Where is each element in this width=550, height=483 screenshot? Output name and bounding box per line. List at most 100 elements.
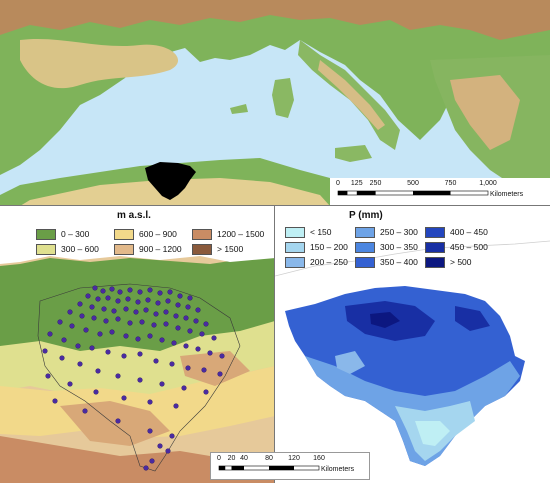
elevation-swatch-2 <box>114 228 134 240</box>
overview-scale-tick-3: 500 <box>407 180 419 187</box>
station-point <box>105 295 111 301</box>
detail-scale-unit: Kilometers <box>321 466 355 473</box>
station-point <box>109 329 115 335</box>
station-point <box>185 365 191 371</box>
detail-scale-labels: 0 20 40 80 120 160 <box>217 455 325 464</box>
station-point <box>105 349 111 355</box>
station-point <box>139 319 145 325</box>
precipitation-panel: P (mm) < 150 150 – 200 200 – 250 250 – 3… <box>275 206 550 483</box>
station-point <box>52 398 58 404</box>
precipitation-legend-label-6: 400 – 450 <box>450 227 488 237</box>
station-point <box>187 328 193 334</box>
precipitation-swatch-3 <box>355 226 375 238</box>
elevation-swatch-1 <box>36 243 56 255</box>
station-point <box>67 309 73 315</box>
precipitation-legend-item-1: 150 – 200 <box>285 241 348 253</box>
station-point <box>149 458 155 464</box>
station-point <box>157 290 163 296</box>
balearic <box>230 104 248 114</box>
overview-scale-tick-5: 1,000 <box>479 180 497 187</box>
station-point <box>169 361 175 367</box>
elevation-legend-item-2: 600 – 900 <box>114 228 184 240</box>
basin-zone-driest <box>415 421 450 446</box>
station-point <box>185 304 191 310</box>
station-point <box>67 381 73 387</box>
station-point <box>157 443 163 449</box>
sardinia-corsica <box>272 78 294 118</box>
precipitation-legend-item-5: 350 – 400 <box>355 256 418 268</box>
station-point <box>123 333 129 339</box>
elevation-legend-label-4: 1200 – 1500 <box>217 229 265 239</box>
detail-scale-tick-4: 120 <box>288 455 300 462</box>
apennines <box>318 60 385 130</box>
station-points <box>42 285 225 471</box>
station-point <box>82 408 88 414</box>
station-point <box>123 306 129 312</box>
station-point <box>103 318 109 324</box>
overview-map-svg <box>0 0 550 205</box>
station-point <box>147 428 153 434</box>
station-point <box>159 381 165 387</box>
elevation-swatch-3 <box>114 243 134 255</box>
precipitation-legend-label-3: 250 – 300 <box>380 227 418 237</box>
station-point <box>91 315 97 321</box>
overview-scale-tick-0: 0 <box>336 180 340 187</box>
station-point <box>93 389 99 395</box>
station-point <box>153 311 159 317</box>
station-point <box>143 307 149 313</box>
station-point <box>117 289 123 295</box>
balkan-mountains <box>450 75 520 150</box>
station-point <box>135 336 141 342</box>
precipitation-swatch-7 <box>425 241 445 253</box>
station-point <box>165 298 171 304</box>
high-relief <box>0 436 274 483</box>
detail-scalebar: 0 20 40 80 120 160 Kilometers <box>210 452 370 480</box>
iberia-highlands <box>20 38 179 89</box>
station-point <box>147 287 153 293</box>
station-point <box>83 327 89 333</box>
station-point <box>167 289 173 295</box>
overview-scale-labels: 0 125 250 500 750 1,000 <box>336 180 497 189</box>
station-point <box>175 325 181 331</box>
precipitation-swatch-8 <box>425 256 445 268</box>
precipitation-swatch-6 <box>425 226 445 238</box>
coastline <box>275 240 550 277</box>
station-point <box>75 343 81 349</box>
station-point <box>195 307 201 313</box>
overview-scale-tick-4: 750 <box>444 180 457 187</box>
station-point <box>193 318 199 324</box>
station-point <box>151 322 157 328</box>
coastal-lowland <box>0 256 274 356</box>
station-point <box>181 385 187 391</box>
precipitation-legend-label-5: 350 – 400 <box>380 257 418 267</box>
elevation-map-svg <box>0 206 274 483</box>
precipitation-swatch-2 <box>285 256 305 268</box>
overview-scale-bar-graphic <box>337 190 489 196</box>
precipitation-swatch-0 <box>285 226 305 238</box>
station-point <box>201 367 207 373</box>
precipitation-legend-label-7: 450 – 500 <box>450 242 488 252</box>
precipitation-legend-item-3: 250 – 300 <box>355 226 418 238</box>
overview-map: 0 125 250 500 750 1,000 Kilometers <box>0 0 550 206</box>
basin-zone-wettest <box>370 312 400 328</box>
detail-scale-tick-0: 0 <box>217 455 221 462</box>
plateau-zone <box>0 366 274 438</box>
station-point <box>115 316 121 322</box>
station-point <box>89 304 95 310</box>
station-point <box>77 361 83 367</box>
station-point <box>133 309 139 315</box>
station-point <box>121 353 127 359</box>
station-point <box>42 348 48 354</box>
station-point <box>77 301 83 307</box>
precipitation-swatch-5 <box>355 256 375 268</box>
elevation-legend-item-1: 300 – 600 <box>36 243 106 255</box>
station-point <box>127 287 133 293</box>
basin-zone-wet-east <box>455 306 490 331</box>
detail-scale-tick-5: 160 <box>313 455 325 462</box>
precipitation-legend-item-0: < 150 <box>285 226 347 238</box>
sicily <box>335 145 372 162</box>
overview-scale-tick-1: 125 <box>350 180 363 187</box>
station-point <box>169 433 175 439</box>
mountain-zone-b <box>180 351 250 386</box>
station-point <box>97 331 103 337</box>
